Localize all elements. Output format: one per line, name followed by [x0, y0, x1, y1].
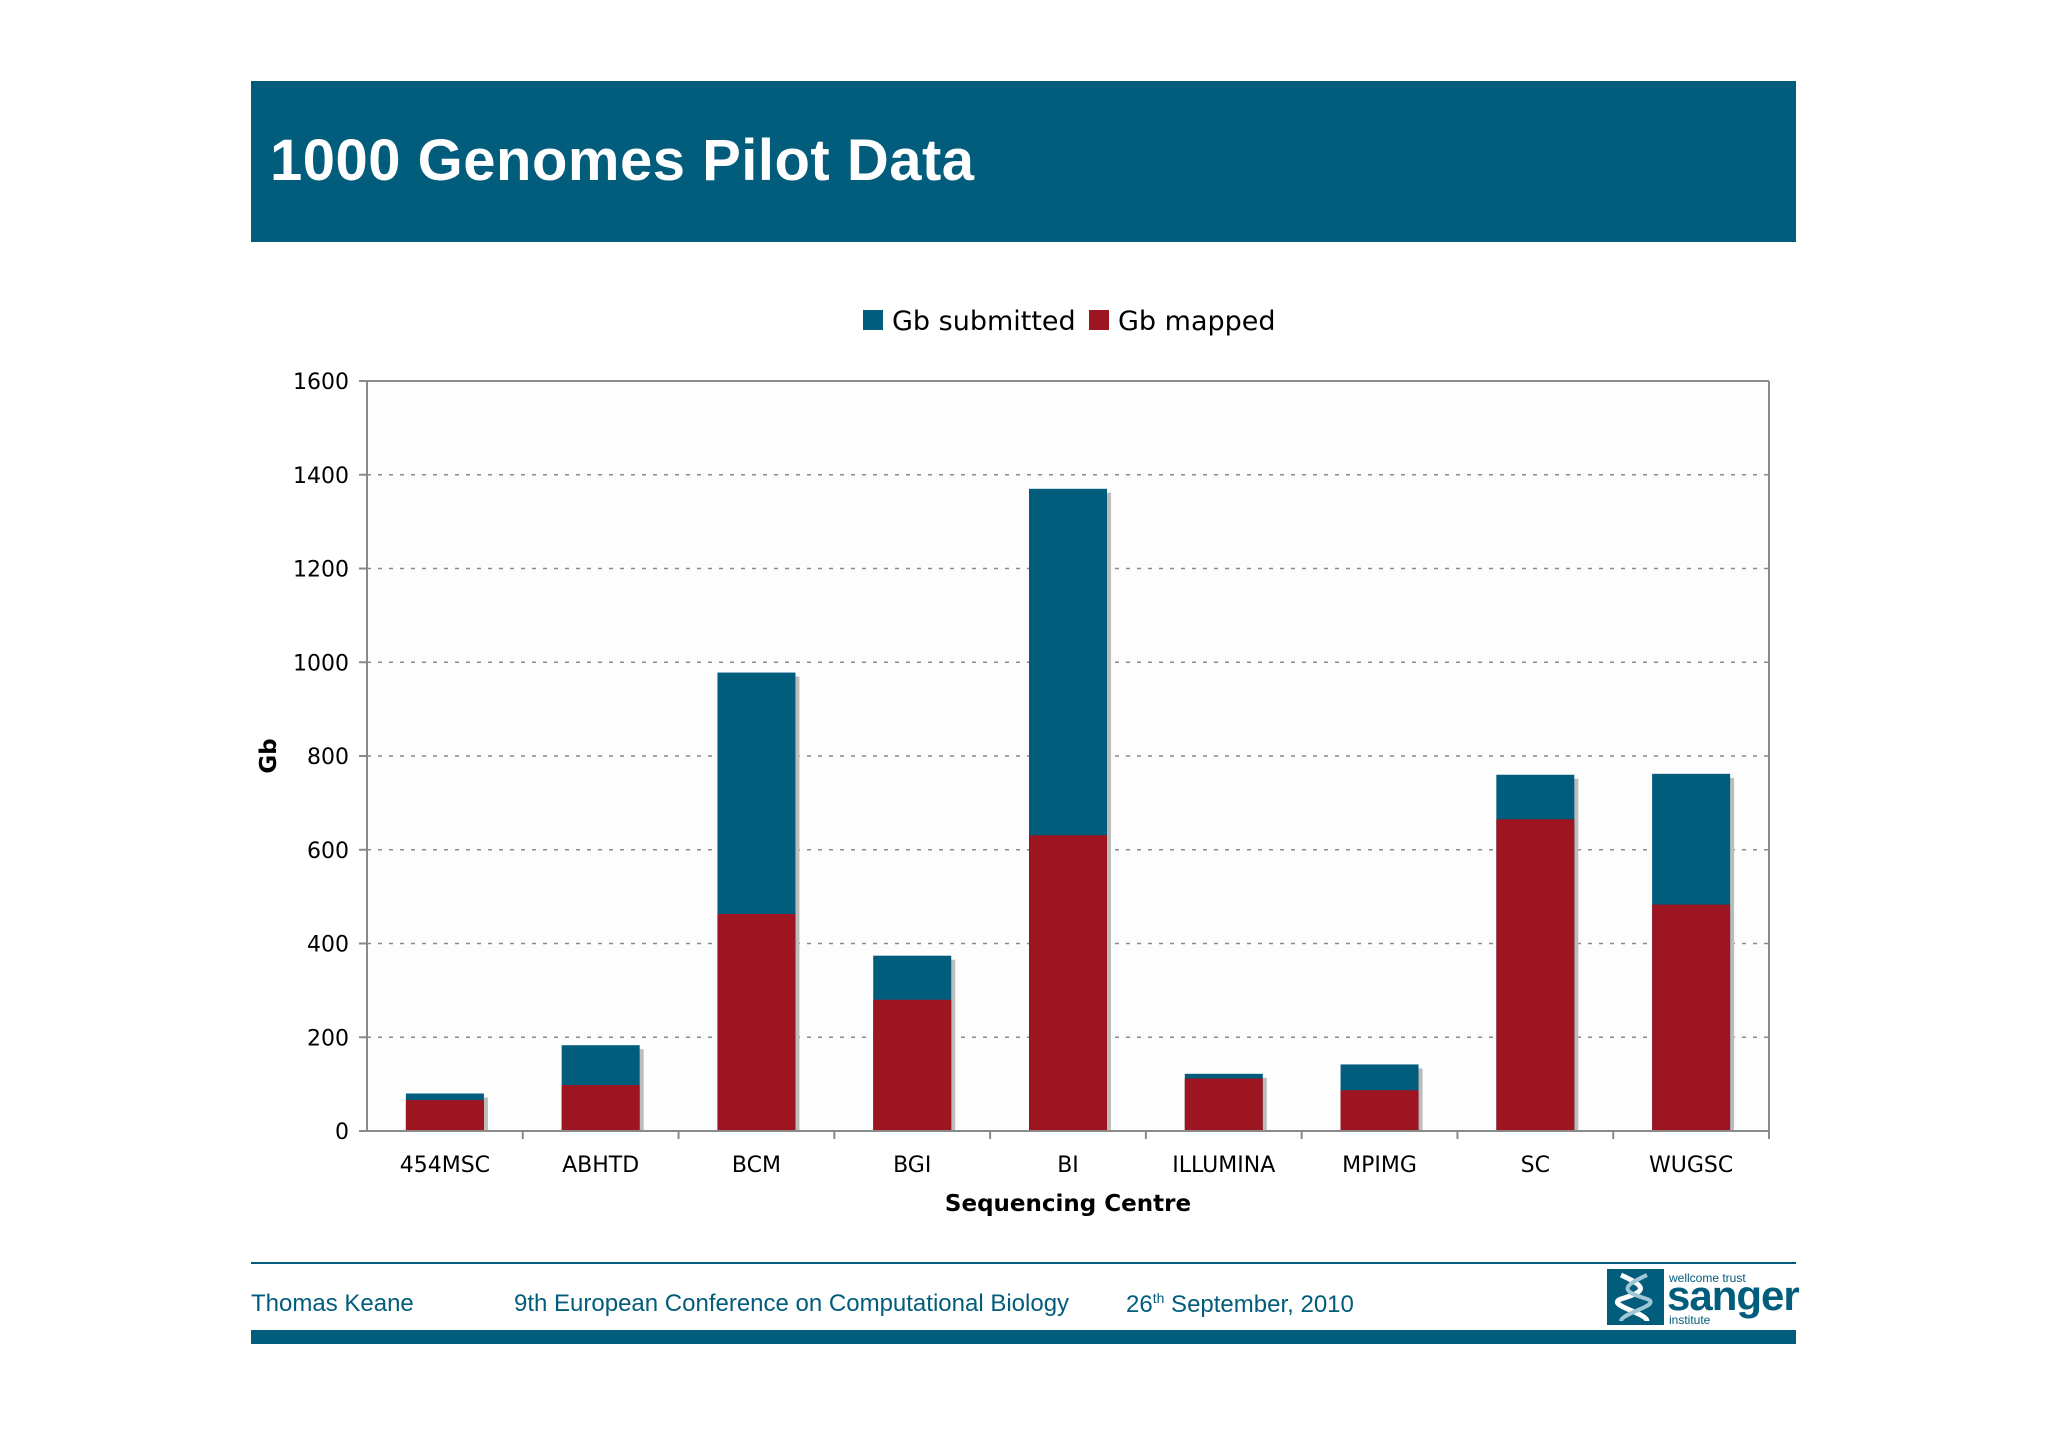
y-tick-label: 1400 [293, 464, 349, 489]
x-tick-label: WUGSC [1649, 1153, 1733, 1178]
footer-bar [251, 1330, 1796, 1344]
bar-gb-mapped-illumina [1184, 1078, 1263, 1131]
y-tick-label: 1000 [293, 651, 349, 676]
bar-gb-mapped-abhtd [561, 1085, 640, 1131]
bar-gb-mapped-bi [1029, 835, 1107, 1131]
title-bar: 1000 Genomes Pilot Data [251, 81, 1796, 242]
footer-date: 26th September, 2010 [1126, 1290, 1354, 1319]
bar-gb-mapped-bgi [873, 999, 952, 1131]
slide-title: 1000 Genomes Pilot Data [270, 128, 975, 193]
y-tick-label: 800 [307, 745, 349, 770]
x-tick-label: BGI [893, 1153, 931, 1178]
bar-gb-mapped-454msc [405, 1100, 484, 1131]
footer-date-rest: September, 2010 [1164, 1291, 1354, 1318]
footer-conference: 9th European Conference on Computational… [514, 1290, 1070, 1317]
bar-gb-mapped-wugsc [1652, 904, 1731, 1131]
logo-bottom-text: institute [1669, 1313, 1711, 1327]
footer-rule [251, 1262, 1796, 1264]
x-tick-label: ILLUMINA [1172, 1153, 1275, 1178]
bar-gb-mapped-sc [1496, 819, 1575, 1131]
footer-date-suffix: th [1152, 1290, 1165, 1306]
legend-label-gb-submitted: Gb submitted [892, 306, 1076, 337]
y-axis-label: Gb [256, 738, 282, 773]
y-tick-label: 600 [307, 839, 349, 864]
y-tick-label: 1200 [293, 558, 349, 583]
logo-top-text: wellcome trust [1669, 1271, 1746, 1285]
x-tick-label: BI [1057, 1153, 1079, 1178]
y-tick-label: 1600 [293, 370, 349, 395]
legend-label-gb-mapped: Gb mapped [1118, 306, 1276, 337]
bar-gb-mapped-bcm [717, 913, 796, 1131]
x-tick-label: SC [1521, 1153, 1550, 1178]
footer-date-day: 26 [1126, 1291, 1153, 1318]
sanger-logo: wellcome trust sanger institute [1607, 1269, 1800, 1327]
legend-swatch-gb-mapped [1089, 310, 1109, 330]
footer-author: Thomas Keane [251, 1290, 414, 1317]
x-tick-label: 454MSC [400, 1153, 490, 1178]
x-tick-label: MPIMG [1342, 1153, 1417, 1178]
logo-main-text: sanger [1667, 1272, 1800, 1319]
y-tick-label: 200 [307, 1026, 349, 1051]
y-tick-label: 400 [307, 933, 349, 958]
bar-gb-mapped-mpimg [1340, 1090, 1419, 1131]
x-tick-label: ABHTD [562, 1153, 639, 1178]
y-tick-label: 0 [335, 1120, 349, 1145]
x-tick-label: BCM [732, 1153, 781, 1178]
x-axis-label: Sequencing Centre [945, 1191, 1191, 1217]
legend-swatch-gb-submitted [863, 310, 883, 330]
dna-helix-icon [1607, 1269, 1664, 1325]
